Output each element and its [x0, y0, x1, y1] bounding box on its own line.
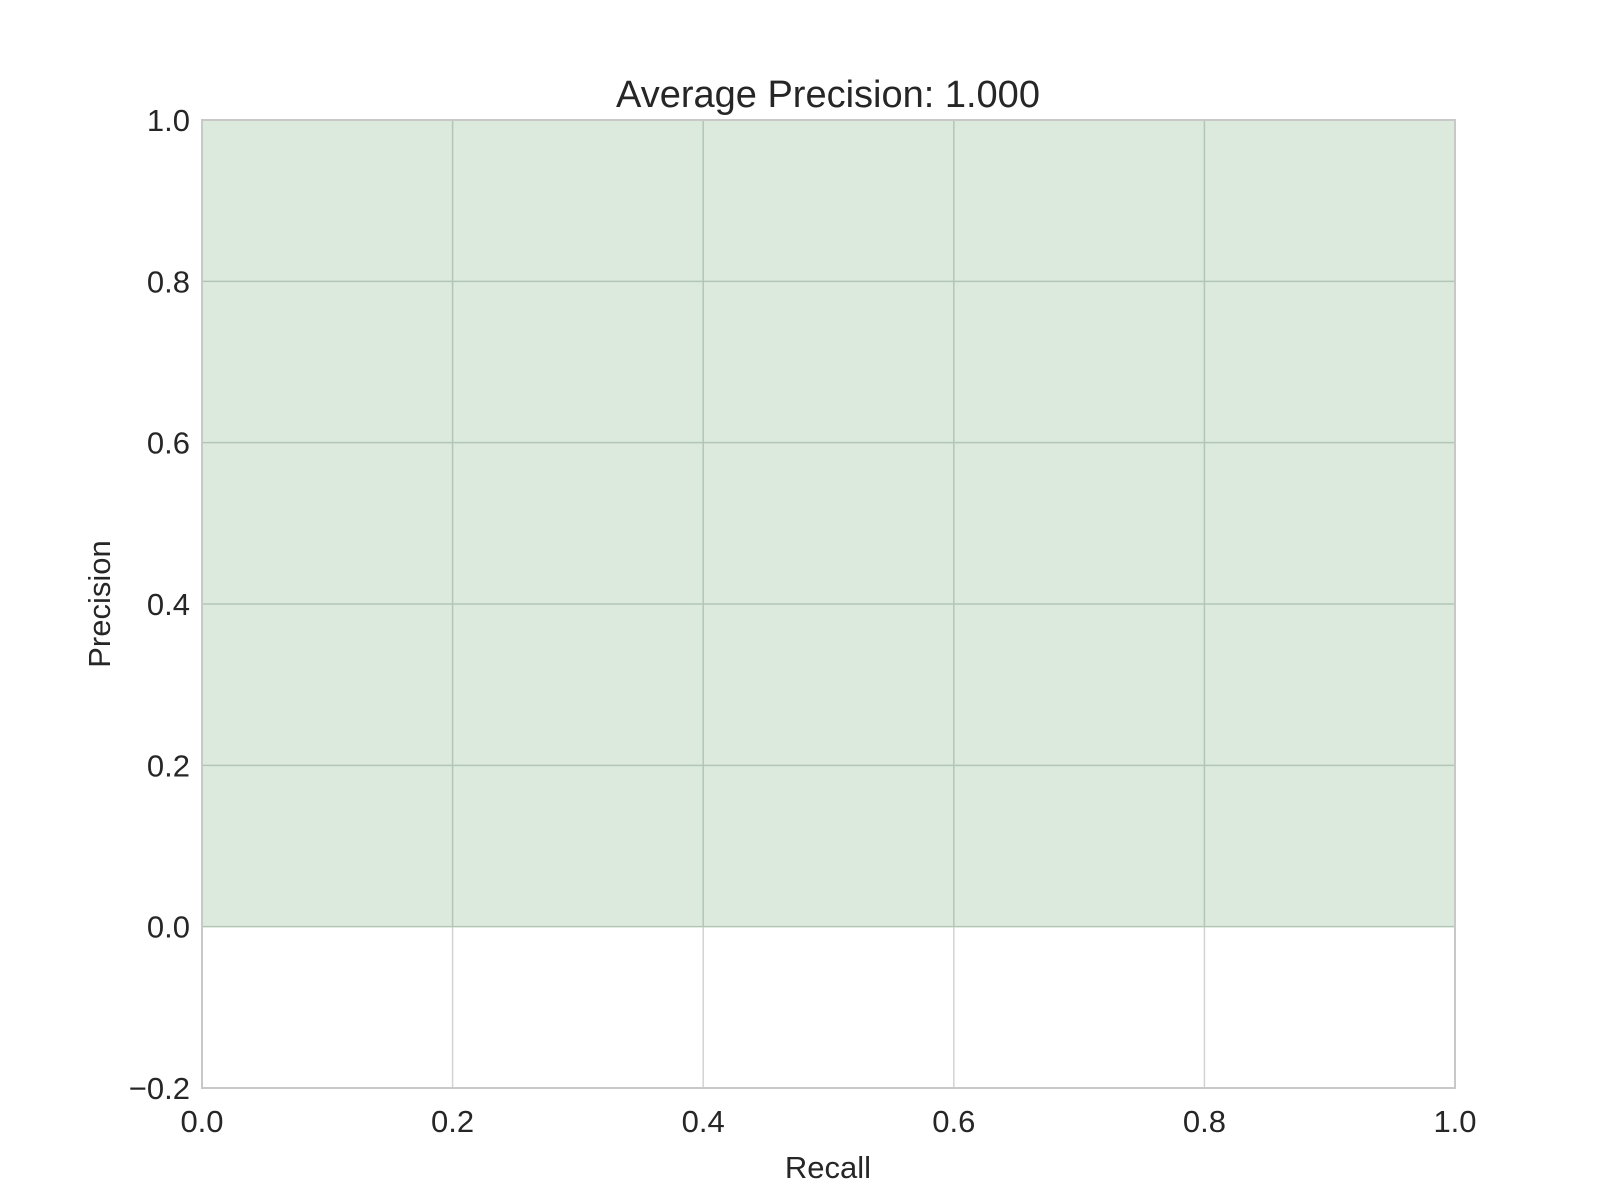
y-tick-label-4: 0.6: [147, 426, 190, 461]
y-tick-label-2: 0.2: [147, 748, 190, 783]
y-axis-label: Precision: [82, 540, 117, 668]
x-axis-label: Recall: [785, 1150, 871, 1185]
y-tick-label-0: −0.2: [129, 1071, 190, 1106]
grid-layer: [202, 120, 1455, 1088]
plot-frame: [201, 119, 1456, 1089]
fill-layer: [202, 120, 1455, 927]
y-tick-label-5: 0.8: [147, 264, 190, 299]
x-tick-label-3: 0.6: [932, 1104, 975, 1139]
y-tick-label-3: 0.4: [147, 587, 190, 622]
chart-title: Average Precision: 1.000: [616, 74, 1040, 116]
x-tick-label-1: 0.2: [431, 1104, 474, 1139]
x-tick-label-5: 1.0: [1433, 1104, 1476, 1139]
y-tick-label-6: 1.0: [147, 103, 190, 138]
tick-layer: 0.0 0.2 0.4 0.6 0.8 1.0−0.20.00.20.40.60.81.0: [129, 103, 1477, 1139]
x-tick-label-2: 0.4: [682, 1104, 725, 1139]
pr-fill-area-0: [202, 120, 1455, 927]
x-tick-label-4: 0.8: [1183, 1104, 1226, 1139]
y-tick-label-1: 0.0: [147, 910, 190, 945]
x-tick-label-0: 0.0: [180, 1104, 223, 1139]
